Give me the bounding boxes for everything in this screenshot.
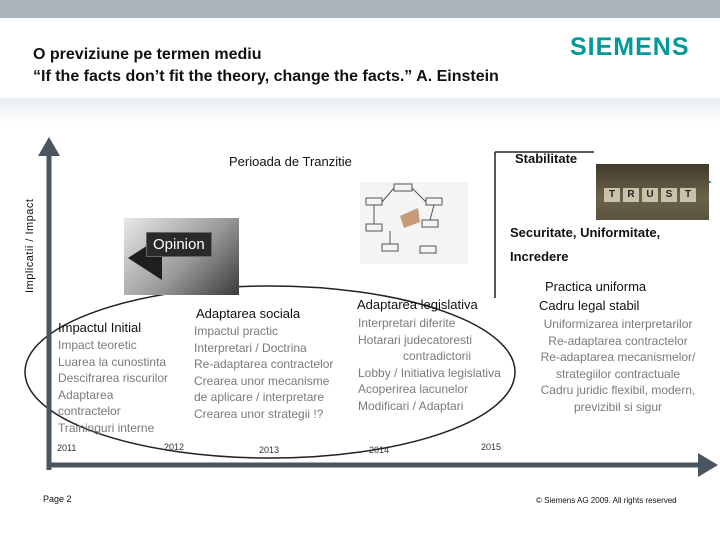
col4-item: Uniformizarea interpretarilor <box>543 317 693 331</box>
col1-list: Impact teoretic Luarea la cunostinta Des… <box>58 337 168 436</box>
col2-heading: Adaptarea sociala <box>196 306 301 321</box>
header-shade <box>0 98 720 124</box>
col4-list: Uniformizarea interpretarilor Re-adaptar… <box>527 316 709 415</box>
col4-item: previzibil si sigur <box>573 399 663 414</box>
col1-item: Descifrarea riscurilor <box>58 371 169 385</box>
stability-label: Stabilitate <box>515 151 578 166</box>
slide-title: O previziune pe termen mediu <box>33 46 262 63</box>
col4-item: Re-adaptarea contractelor <box>548 333 688 348</box>
col3-heading: Adaptarea legislativa <box>357 297 478 312</box>
x-axis-arrowhead <box>698 453 718 477</box>
col2-item: de aplicare / interpretare <box>194 390 325 404</box>
col3-item: Acoperirea lacunelor <box>358 382 469 396</box>
page-number: Page 2 <box>43 494 72 504</box>
col4-heading-1: Practica uniforma <box>545 279 647 294</box>
year-label-2012: 2012 <box>164 442 185 452</box>
col1-item: Adaptarea <box>58 387 114 402</box>
y-axis-arrowhead <box>38 137 60 156</box>
flowchart-icon <box>365 183 443 254</box>
security-label: Securitate, Uniformitate, <box>510 225 661 240</box>
year-label-2013: 2013 <box>259 445 280 455</box>
slide-quote: “If the facts don’t fit the theory, chan… <box>33 68 499 85</box>
col3-item: contradictorii <box>402 349 472 363</box>
trust-tile-3: U <box>642 188 658 202</box>
col3-item: Lobby / Initiativa legislativa <box>358 365 501 380</box>
col4-heading-2: Cadru legal stabil <box>539 298 640 313</box>
col2-item: Interpretari / Doctrina <box>194 340 307 355</box>
col4-item: Cadru juridic flexibil, modern, <box>540 383 696 397</box>
flowchart-hand-image <box>360 182 468 264</box>
year-label-2014: 2014 <box>369 445 390 455</box>
year-label-2015: 2015 <box>481 442 502 452</box>
col2-item: Crearea unor strategii !? <box>194 406 324 421</box>
trust-tile-4: S <box>661 188 677 202</box>
col4-item: strategiilor contractuale <box>555 366 681 381</box>
y-axis-label: Implicatii / Impact <box>24 198 36 293</box>
top-bar <box>0 0 720 18</box>
col3-item: Modificari / Adaptari <box>358 398 464 413</box>
copyright: © Siemens AG 2009. All rights reserved <box>536 496 677 505</box>
col3-item: Interpretari diferite <box>358 316 456 330</box>
col2-list: Impactul practic Interpretari / Doctrina… <box>194 323 333 422</box>
trust-label: Incredere <box>510 249 569 264</box>
col3-list: Interpretari diferite Hotarari judecator… <box>358 315 516 414</box>
trust-tile-1: T <box>604 188 620 202</box>
trust-tile-5: T <box>680 188 696 202</box>
col1-item: Traininguri interne <box>58 420 155 435</box>
col2-item: Crearea unor mecanisme <box>194 373 330 388</box>
col1-item: Impact teoretic <box>58 338 137 352</box>
col2-item: Impactul practic <box>194 324 279 338</box>
col2-item: Re-adaptarea contractelor <box>194 357 334 371</box>
trust-tile-2: R <box>623 188 639 202</box>
col1-item: Luarea la cunostinta <box>58 354 167 369</box>
col4-item: Re-adaptarea mecanismelor/ <box>540 350 696 364</box>
col3-item: Hotarari judecatoresti <box>358 332 473 347</box>
opinion-sign: Opinion <box>146 232 212 257</box>
siemens-logo: SIEMENS <box>570 33 690 61</box>
year-label-2011: 2011 <box>57 443 77 453</box>
header <box>0 18 720 98</box>
transition-ellipse <box>24 285 516 459</box>
col1-item: contractelor <box>58 404 121 418</box>
col1-heading: Impactul Initial <box>58 320 142 335</box>
transition-label: Perioada de Tranzitie <box>229 154 352 169</box>
